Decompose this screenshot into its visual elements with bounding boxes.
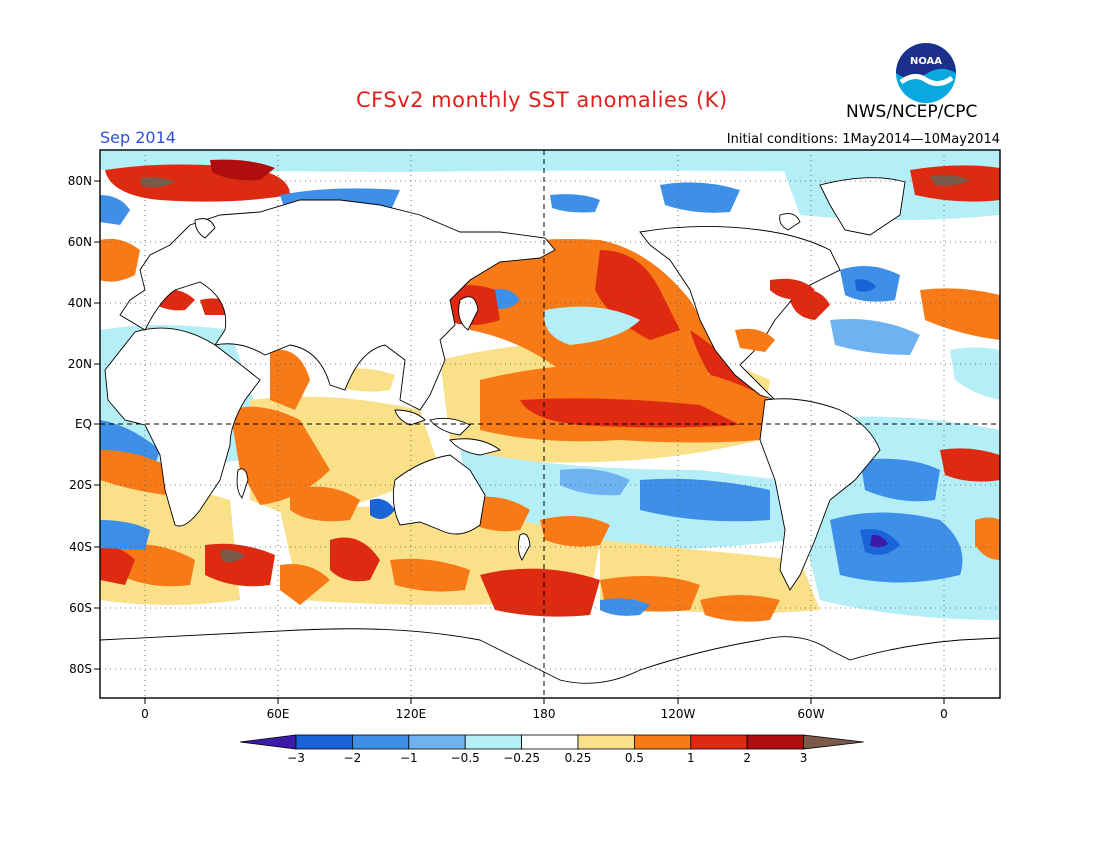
colorbar-label: −3 [287, 751, 305, 765]
latitude-label: 60S [69, 601, 92, 615]
latitude-label: 40S [69, 540, 92, 554]
colorbar-segment [690, 734, 748, 750]
latitude-labels: 80N 60N 40N 20N EQ 20S 40S 60S 80S [68, 174, 92, 676]
colorbar-label: 0.5 [625, 751, 644, 765]
latitude-label: 40N [68, 296, 92, 310]
continents [100, 177, 1000, 698]
longitude-label: 60E [267, 707, 290, 721]
colorbar-segment [464, 734, 523, 750]
latitude-label: 60N [68, 235, 92, 249]
colorbar-segment [521, 734, 579, 750]
latitude-label: EQ [75, 417, 92, 431]
chart-title: CFSv2 monthly SST anomalies (K) [356, 88, 728, 112]
latitude-label: 20N [68, 357, 92, 371]
longitude-label: 0 [940, 707, 948, 721]
colorbar-label: −1 [400, 751, 418, 765]
noaa-logo: NOAA [896, 43, 956, 103]
colorbar-label: −0.25 [503, 751, 540, 765]
anomaly-field [100, 150, 1000, 622]
forecast-month-label: Sep 2014 [100, 128, 176, 147]
gridlines [94, 150, 1000, 704]
colorbar-segment [351, 734, 410, 750]
longitude-label: 0 [141, 707, 149, 721]
coastal-anomalies [735, 278, 815, 352]
colorbar-label: 1 [687, 751, 695, 765]
colorbar-segment [746, 734, 805, 750]
longitude-label: 120W [661, 707, 696, 721]
longitude-label: 120E [396, 707, 427, 721]
longitude-labels: 0 60E 120E 180 120W 60W 0 [141, 707, 948, 721]
colorbar-label: 0.25 [565, 751, 592, 765]
longitude-label: 60W [797, 707, 824, 721]
noaa-logo-text: NOAA [910, 56, 942, 67]
latitude-label: 80N [68, 174, 92, 188]
colorbar-label: 3 [800, 751, 808, 765]
colorbar-label: −2 [344, 751, 362, 765]
latitude-label: 20S [69, 478, 92, 492]
colorbar-segment [408, 734, 466, 750]
colorbar-segment [295, 734, 353, 750]
initial-conditions-label: Initial conditions: 1May2014—10May2014 [726, 132, 1000, 147]
colorbar-segment [577, 734, 635, 750]
longitude-label: 180 [533, 707, 556, 721]
latitude-label: 80S [69, 662, 92, 676]
colorbar-max-arrow [803, 734, 864, 750]
colorbar-label: 2 [743, 751, 751, 765]
organization-label: NWS/NCEP/CPC [846, 102, 978, 122]
colorbar-label: −0.5 [451, 751, 480, 765]
colorbar-min-arrow [239, 734, 297, 750]
colorbar-segment [634, 734, 692, 750]
